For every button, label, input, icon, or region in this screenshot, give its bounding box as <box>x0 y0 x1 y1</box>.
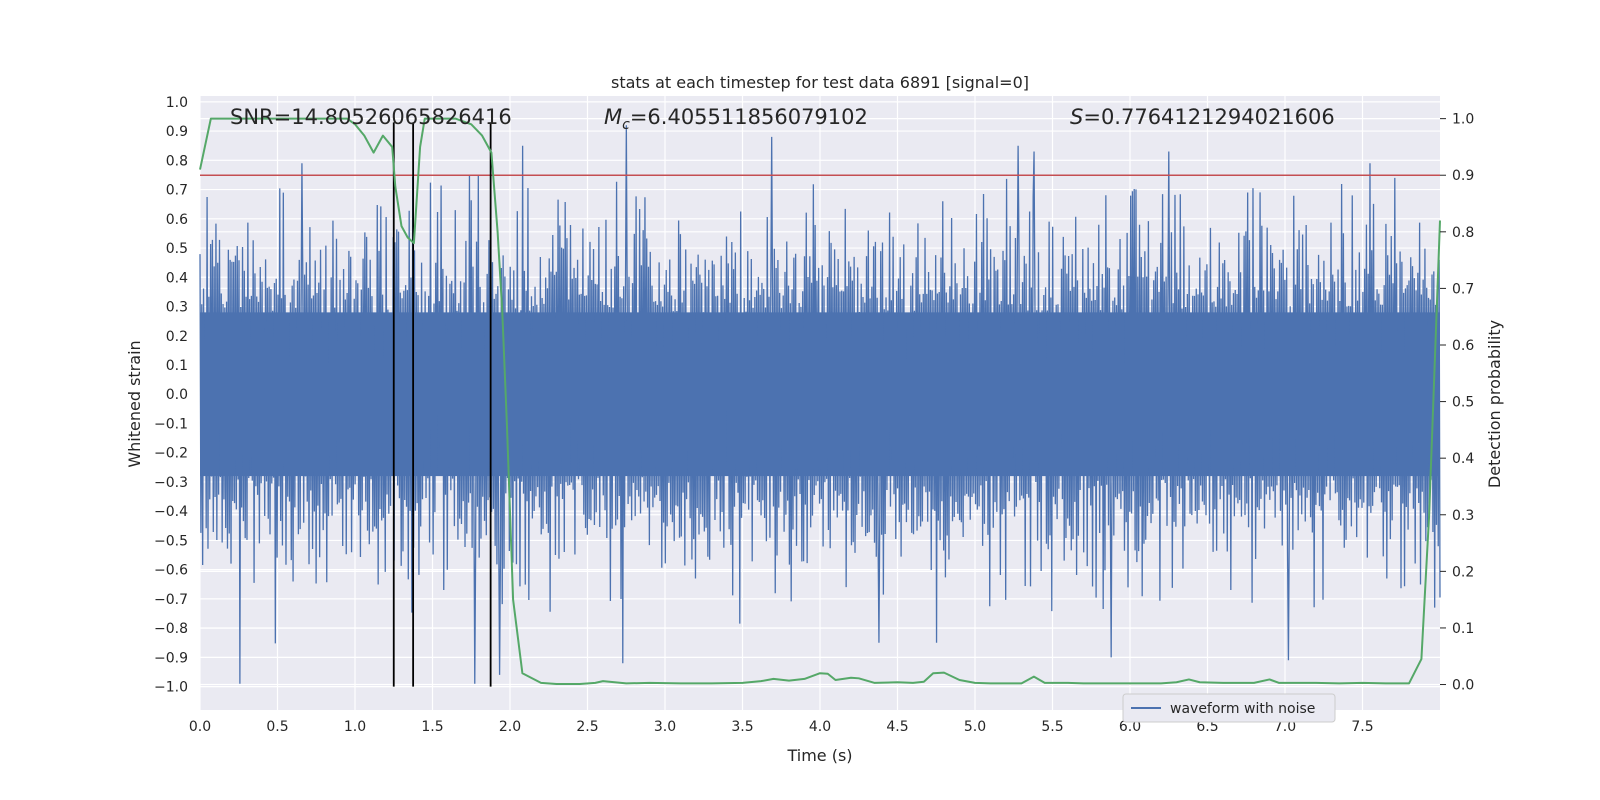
y-tick-label-left: −0.2 <box>154 446 188 462</box>
chirp-mass-value: =6.405511856079102 <box>630 105 868 129</box>
x-tick-label: 0.5 <box>266 719 288 735</box>
x-tick-label: 4.5 <box>886 719 908 735</box>
y-tick-label-left: −1.0 <box>154 680 188 696</box>
y-tick-label-left: −0.3 <box>154 475 188 491</box>
y-tick-label-left: −0.8 <box>154 621 188 637</box>
y-tick-label-right: 1.0 <box>1452 112 1474 128</box>
y-tick-label-left: 0.2 <box>166 329 188 345</box>
ticks: 0.0 0.5 1.0 1.5 2.0 2.5 3.0 3.5 4.0 4.5 5.0 5.5 6.0 6… <box>154 95 1474 735</box>
x-tick-label: 1.0 <box>344 719 366 735</box>
y-tick-label-left: 0.7 <box>166 183 188 199</box>
y-tick-label-left: −0.7 <box>154 592 188 608</box>
x-tick-label: 5.0 <box>964 719 986 735</box>
y-tick-label-left: 0.3 <box>166 300 188 316</box>
y-tick-label-right: 0.7 <box>1452 281 1474 297</box>
y-tick-label-left: 1.0 <box>166 95 188 111</box>
x-tick-label: 7.0 <box>1274 719 1296 735</box>
legend: waveform with noise <box>1122 693 1336 723</box>
y-tick-label-left: −0.4 <box>154 504 188 520</box>
x-tick-label: 2.0 <box>499 719 521 735</box>
y-tick-label-right: 0.6 <box>1452 338 1474 354</box>
y-tick-label-left: 0.8 <box>166 153 188 169</box>
y-tick-label-right: 0.9 <box>1452 168 1474 184</box>
y-tick-label-left: 0.4 <box>166 270 188 286</box>
y-tick-label-left: −0.1 <box>154 416 188 432</box>
s-value: =0.7764121294021606 <box>1083 105 1334 129</box>
y-tick-label-right: 0.2 <box>1452 564 1474 580</box>
y-tick-label-left: −0.9 <box>154 650 188 666</box>
s-symbol: S <box>1070 105 1083 129</box>
y-tick-label-right: 0.1 <box>1452 621 1474 637</box>
x-axis-label: Time (s) <box>786 746 852 765</box>
x-tick-label: 2.5 <box>576 719 598 735</box>
waveform-line <box>199 125 1441 684</box>
x-tick-label: 6.0 <box>1119 719 1141 735</box>
x-tick-label: 3.5 <box>731 719 753 735</box>
chirp-mass-symbol: M <box>604 105 622 129</box>
probability-line <box>199 117 1441 685</box>
chirp-mass-annotation: Mc=6.405511856079102 <box>604 105 868 133</box>
chirp-mass-subscript: c <box>622 117 630 133</box>
waveform-series <box>199 125 1441 684</box>
legend-box <box>1122 693 1336 723</box>
x-tick-label: 3.0 <box>654 719 676 735</box>
y-tick-label-left: 0.6 <box>166 212 188 228</box>
legend-label: waveform with noise <box>1170 701 1315 717</box>
x-tick-label: 7.5 <box>1351 719 1373 735</box>
s-annotation: S=0.7764121294021606 <box>1070 105 1335 129</box>
y-tick-label-right: 0.5 <box>1452 395 1474 411</box>
y-tick-label-left: 0.9 <box>166 124 188 140</box>
x-tick-label: 5.5 <box>1041 719 1063 735</box>
y-tick-label-right: 0.4 <box>1452 451 1474 467</box>
y-tick-label-right: 0.8 <box>1452 225 1474 241</box>
y-tick-label-left: −0.5 <box>154 533 188 549</box>
snr-annotation: SNR=14.80526065826416 <box>230 105 512 129</box>
y-tick-label-left: 0.0 <box>166 387 188 403</box>
x-tick-label: 1.5 <box>421 719 443 735</box>
y-axis-label-right: Detection probability <box>1485 320 1504 488</box>
y-tick-label-left: −0.6 <box>154 563 188 579</box>
y-tick-label-left: 0.1 <box>166 358 188 374</box>
x-tick-label: 6.5 <box>1196 719 1218 735</box>
y-tick-label-right: 0.0 <box>1452 678 1474 694</box>
y-tick-label-right: 0.3 <box>1452 508 1474 524</box>
x-tick-label: 0.0 <box>189 719 211 735</box>
y-axis-label-left: Whitened strain <box>125 340 144 467</box>
y-tick-label-left: 0.5 <box>166 241 188 257</box>
x-tick-label: 4.0 <box>809 719 831 735</box>
overlay-series <box>199 117 1441 687</box>
chart-title: stats at each timestep for test data 689… <box>611 73 1029 92</box>
